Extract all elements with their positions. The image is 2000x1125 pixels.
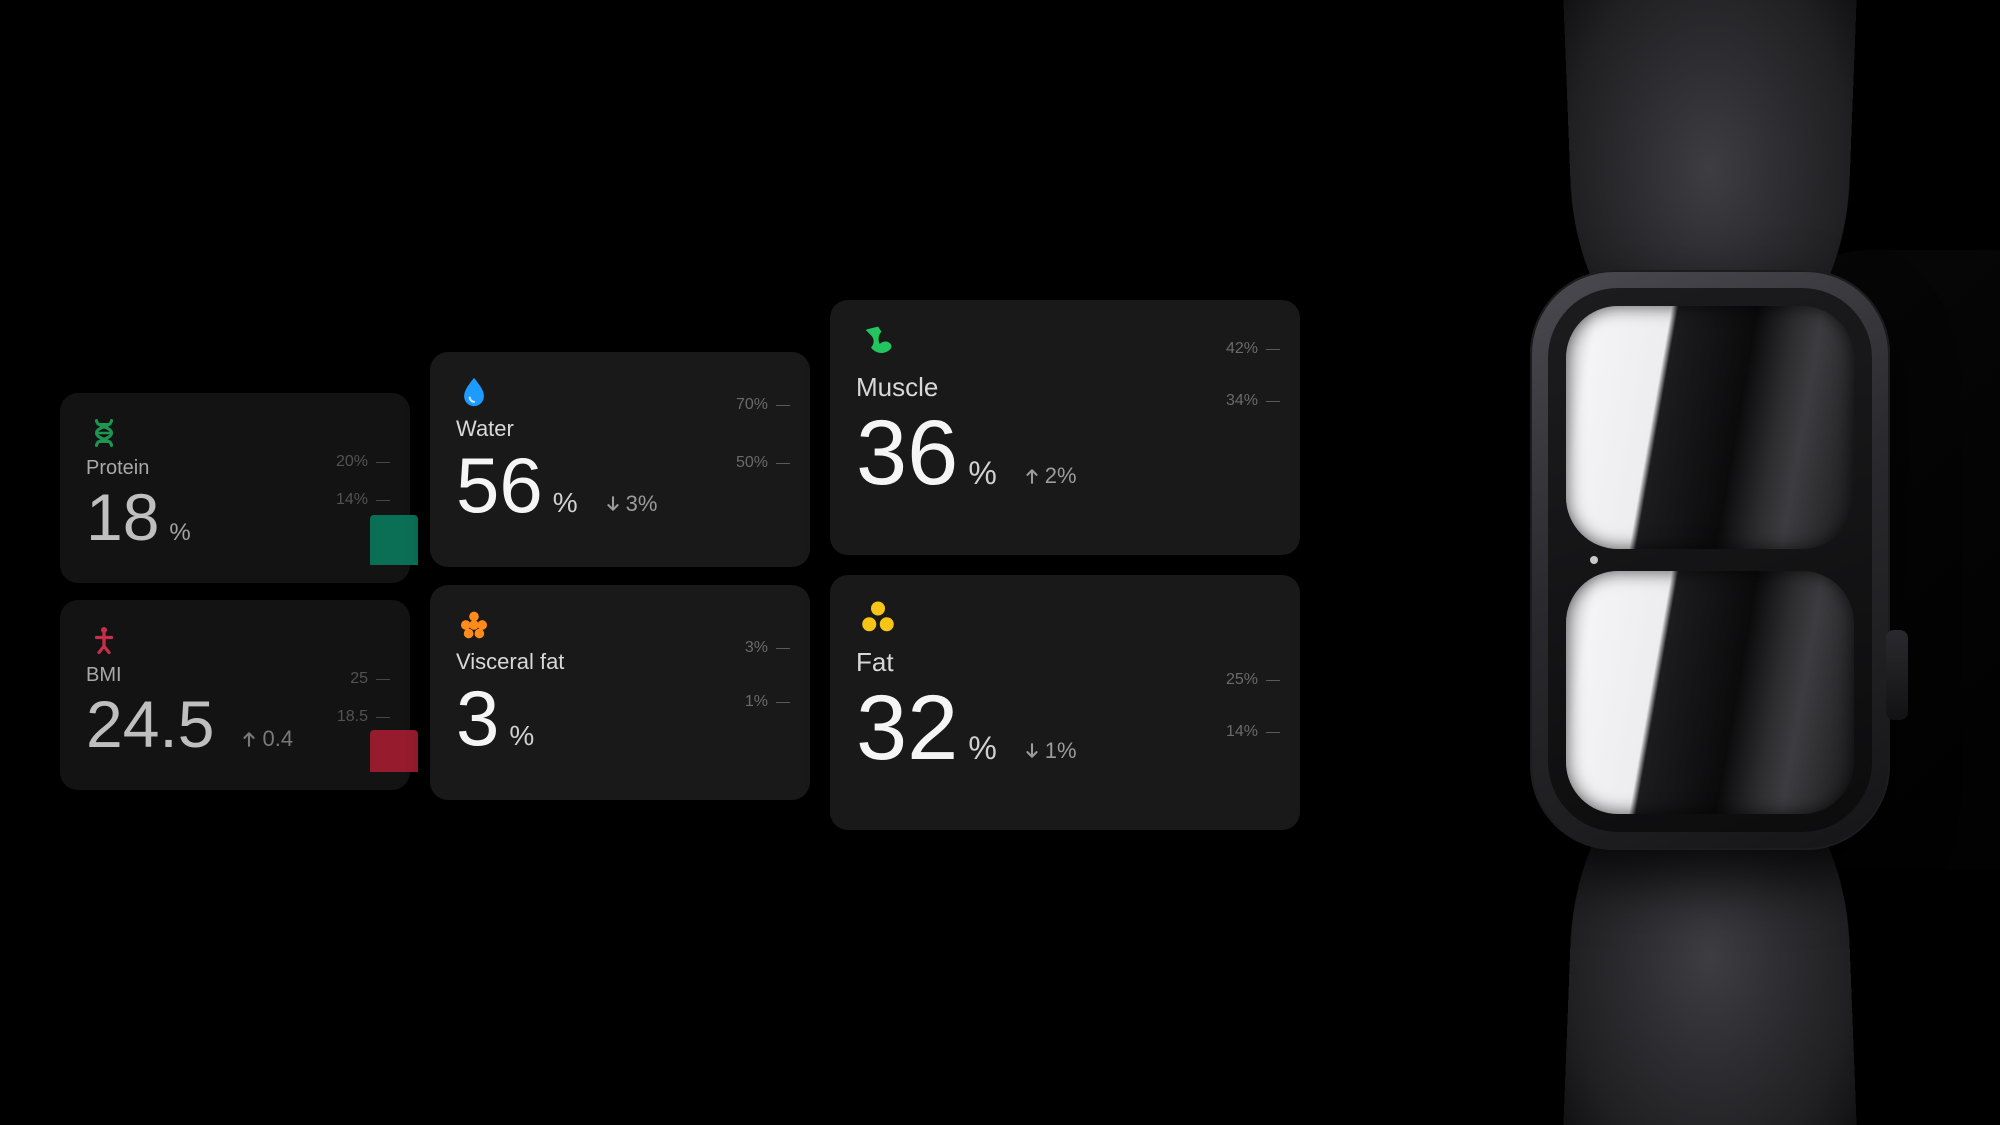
range-hi: 20% xyxy=(336,453,390,471)
device-band-top xyxy=(1562,0,1859,363)
metric-unit: % xyxy=(968,455,996,492)
range-lo: 50% xyxy=(736,454,790,472)
metric-card-muscle[interactable]: Muscle 36 % 2% 42% 34% xyxy=(830,300,1300,555)
device-case xyxy=(1530,270,1890,850)
device-ghost xyxy=(1760,250,2000,870)
metric-card-bmi[interactable]: BMI 24.5 0.4 25 18.5 xyxy=(60,600,410,790)
metric-label: Water xyxy=(456,416,784,442)
range-lo: 14% xyxy=(336,491,390,509)
metric-value: 3 xyxy=(456,679,499,757)
metric-delta: 2% xyxy=(1025,463,1077,489)
droplet-icon xyxy=(456,374,492,410)
range-lo: 34% xyxy=(1226,392,1280,410)
range-hi: 70% xyxy=(736,396,790,414)
range-lo: 1% xyxy=(745,693,790,711)
metric-label: Muscle xyxy=(856,372,1274,403)
metric-delta: 0.4 xyxy=(242,726,293,752)
metric-value: 32 xyxy=(856,682,958,774)
range-lo: 18.5 xyxy=(337,708,390,726)
range-hi: 25 xyxy=(350,670,390,688)
device-screen-bottom xyxy=(1566,571,1854,814)
device-mic-dot xyxy=(1590,556,1598,564)
metric-label: Visceral fat xyxy=(456,649,784,675)
dna-icon xyxy=(86,415,122,451)
metric-card-visceral[interactable]: Visceral fat 3 % 3% 1% xyxy=(430,585,810,800)
cluster-icon xyxy=(456,607,492,643)
metric-card-protein[interactable]: Protein 18 % 20% 14% xyxy=(60,393,410,583)
metric-value: 24.5 xyxy=(86,691,214,757)
device-crown xyxy=(1886,630,1908,720)
range-lo: 14% xyxy=(1226,723,1280,741)
body-icon xyxy=(86,622,122,658)
metric-value: 36 xyxy=(856,407,958,499)
metric-card-water[interactable]: Water 56 % 3% 70% 50% xyxy=(430,352,810,567)
arrow-down-icon xyxy=(606,496,620,512)
metric-value: 18 xyxy=(86,484,159,550)
arrow-up-icon xyxy=(242,731,256,747)
metric-label: Fat xyxy=(856,647,1274,678)
metric-unit: % xyxy=(509,720,534,752)
device-screen-top xyxy=(1566,306,1854,549)
metric-unit: % xyxy=(169,519,190,547)
metric-card-fat[interactable]: Fat 32 % 1% 25% 14% xyxy=(830,575,1300,830)
range-hi: 25% xyxy=(1226,671,1280,689)
metric-unit: % xyxy=(968,730,996,767)
range-hi: 42% xyxy=(1226,340,1280,358)
device-bezel xyxy=(1548,288,1872,832)
range-hi: 3% xyxy=(745,639,790,657)
metric-unit: % xyxy=(553,487,578,519)
flex-icon xyxy=(856,322,900,366)
arrow-up-icon xyxy=(1025,468,1039,484)
device-render xyxy=(1280,0,2000,1125)
range-bar xyxy=(1294,678,1342,808)
metric-delta: 1% xyxy=(1025,738,1077,764)
metric-value: 56 xyxy=(456,446,543,524)
metric-delta: 3% xyxy=(606,491,658,517)
arrow-down-icon xyxy=(1025,743,1039,759)
range-bar xyxy=(1294,423,1342,533)
triple-icon xyxy=(856,597,900,641)
device-band-bottom xyxy=(1562,762,1859,1125)
